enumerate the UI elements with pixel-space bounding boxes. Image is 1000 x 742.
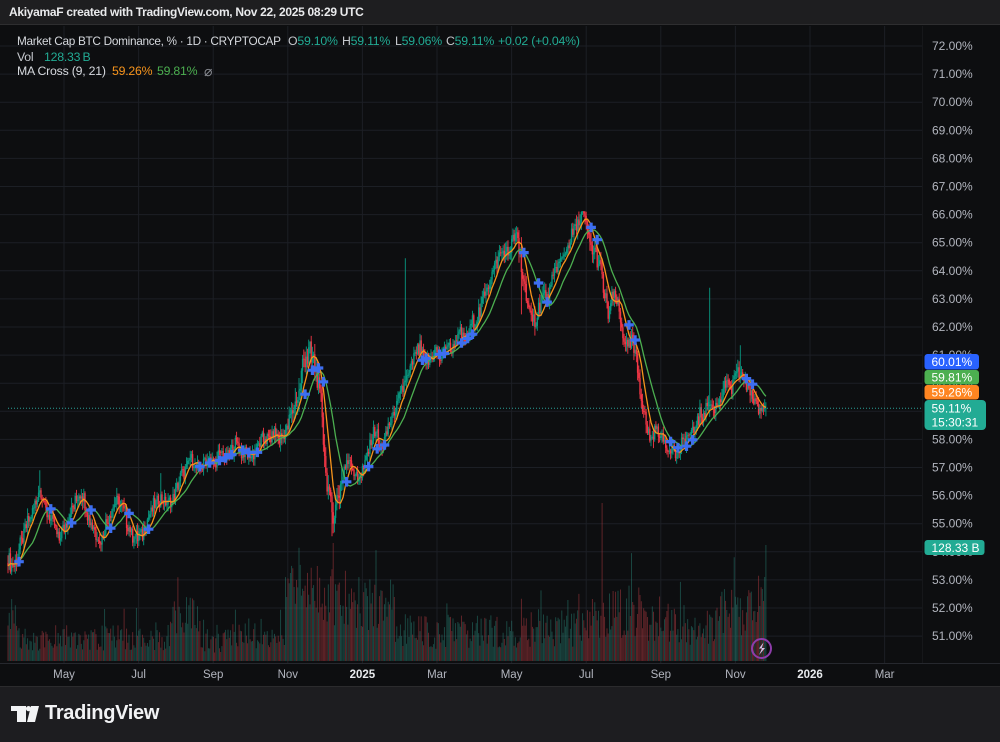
svg-text:Mar: Mar <box>875 669 895 681</box>
svg-text:72.00%: 72.00% <box>932 39 973 53</box>
svg-text:56.00%: 56.00% <box>932 489 973 503</box>
svg-text:60.01%: 60.01% <box>932 355 973 369</box>
svg-text:64.00%: 64.00% <box>932 264 973 278</box>
svg-text:71.00%: 71.00% <box>932 67 973 81</box>
svg-text:Nov: Nov <box>725 669 746 681</box>
svg-text:Nov: Nov <box>278 669 299 681</box>
svg-text:15:30:31: 15:30:31 <box>932 416 979 430</box>
svg-text:May: May <box>53 669 75 681</box>
svg-text:128.33 B: 128.33 B <box>932 541 980 555</box>
svg-text:Jul: Jul <box>131 669 146 681</box>
svg-text:59.11%: 59.11% <box>932 402 972 416</box>
svg-text:Mar: Mar <box>427 669 447 681</box>
svg-text:Jul: Jul <box>579 669 594 681</box>
svg-text:69.00%: 69.00% <box>932 123 973 137</box>
svg-text:66.00%: 66.00% <box>932 208 973 222</box>
svg-text:Sep: Sep <box>203 669 223 681</box>
svg-text:59.26%: 59.26% <box>932 386 973 400</box>
svg-text:51.00%: 51.00% <box>932 629 973 643</box>
svg-text:68.00%: 68.00% <box>932 151 973 165</box>
svg-text:53.00%: 53.00% <box>932 573 973 587</box>
svg-text:57.00%: 57.00% <box>932 461 973 475</box>
svg-text:Sep: Sep <box>651 669 671 681</box>
svg-text:55.00%: 55.00% <box>932 517 973 531</box>
svg-text:70.00%: 70.00% <box>932 95 973 109</box>
svg-text:65.00%: 65.00% <box>932 236 973 250</box>
svg-text:62.00%: 62.00% <box>932 320 973 334</box>
svg-text:59.81%: 59.81% <box>932 371 973 385</box>
svg-text:67.00%: 67.00% <box>932 180 973 194</box>
svg-text:2025: 2025 <box>350 669 376 681</box>
svg-text:2026: 2026 <box>797 669 823 681</box>
svg-text:58.00%: 58.00% <box>932 432 973 446</box>
svg-text:May: May <box>501 669 523 681</box>
svg-text:63.00%: 63.00% <box>932 292 973 306</box>
svg-text:52.00%: 52.00% <box>932 601 973 615</box>
